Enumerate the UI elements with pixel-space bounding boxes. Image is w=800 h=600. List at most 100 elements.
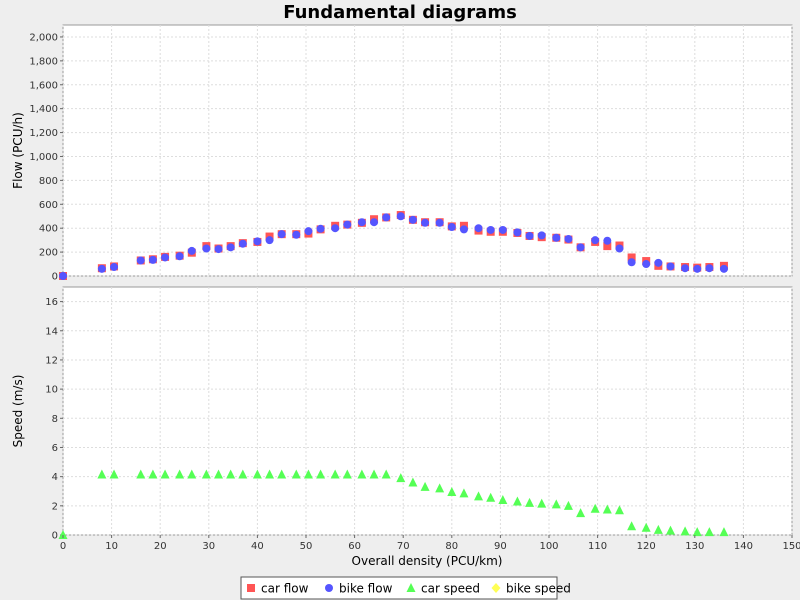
data-point: [486, 225, 495, 234]
y-tick-label: 200: [39, 248, 58, 259]
data-point: [175, 469, 185, 479]
x-tick-label: 130: [685, 541, 704, 552]
data-point: [369, 469, 379, 479]
data-point: [627, 521, 637, 531]
data-point: [614, 505, 624, 515]
data-point: [666, 525, 675, 535]
legend-label: bike flow: [339, 582, 393, 596]
speed-panel: 0 2 4 6 8 10 12 14 16 Speed (m/s): [11, 286, 793, 542]
y-tick-label: 16: [45, 297, 58, 308]
legend-box: [240, 576, 558, 600]
data-point: [316, 224, 325, 233]
data-point: [576, 508, 586, 518]
data-point: [590, 503, 600, 513]
data-point: [719, 264, 728, 273]
x-tick-label: 40: [251, 541, 264, 552]
data-point: [58, 530, 68, 539]
data-point: [291, 469, 301, 479]
data-point: [226, 469, 236, 479]
data-point: [59, 272, 67, 280]
data-point: [265, 236, 274, 245]
data-point: [202, 244, 211, 253]
data-point: [642, 260, 651, 269]
y-tick-label: 14: [45, 326, 58, 337]
x-tick-label: 120: [637, 541, 656, 552]
data-point: [342, 469, 352, 479]
data-point: [447, 222, 456, 231]
legend-item: car flow: [247, 582, 309, 596]
data-point: [551, 499, 561, 509]
data-point: [238, 239, 247, 248]
y-tick-label: 10: [45, 385, 58, 396]
data-point: [603, 242, 612, 251]
data-point: [420, 481, 430, 491]
x-tick-label: 80: [445, 541, 458, 552]
data-point: [591, 236, 600, 245]
speed-plot-area: [62, 286, 793, 536]
y-tick-label: 1,200: [29, 128, 58, 139]
car-speed-series: [58, 469, 729, 539]
data-point: [666, 262, 675, 271]
legend-marker: [406, 583, 416, 592]
data-point: [238, 469, 248, 479]
data-point: [576, 243, 585, 252]
x-tick-label: 10: [105, 541, 118, 552]
data-point: [277, 230, 286, 239]
data-point: [148, 469, 158, 479]
data-point: [331, 224, 340, 233]
x-axis-label: Overall density (PCU/km): [352, 554, 503, 568]
data-point: [459, 225, 468, 234]
data-point: [109, 469, 119, 479]
data-point: [563, 500, 573, 510]
data-point: [719, 527, 729, 537]
data-point: [214, 469, 224, 479]
legend-item: bike flow: [325, 582, 393, 596]
data-point: [136, 256, 145, 265]
data-point: [160, 469, 170, 479]
data-point: [343, 220, 352, 229]
data-point: [357, 218, 366, 227]
data-point: [603, 236, 612, 245]
data-point: [187, 246, 196, 255]
y-tick-label: 1,000: [29, 152, 58, 163]
data-point: [435, 483, 445, 493]
data-point: [175, 252, 184, 261]
data-point: [421, 218, 430, 227]
y-tick-label: 2,000: [29, 32, 58, 43]
data-point: [474, 224, 483, 233]
speed-y-axis-label: Speed (m/s): [11, 375, 25, 448]
data-point: [447, 486, 457, 496]
data-point: [292, 230, 301, 239]
data-point: [136, 469, 146, 479]
x-tick-label: 150: [782, 541, 800, 552]
x-tick-label: 70: [397, 541, 410, 552]
x-tick-label: 60: [348, 541, 361, 552]
data-point: [316, 469, 326, 479]
data-point: [408, 215, 417, 224]
y-tick-label: 1,400: [29, 104, 58, 115]
data-point: [512, 496, 522, 506]
data-point: [252, 469, 262, 479]
legend-label: car flow: [261, 582, 309, 596]
legend-marker: [325, 584, 333, 592]
data-point: [627, 258, 636, 267]
data-point: [615, 244, 624, 253]
y-tick-label: 800: [39, 176, 58, 187]
data-point: [265, 469, 275, 479]
data-point: [396, 473, 406, 483]
data-point: [681, 264, 690, 273]
data-point: [304, 227, 313, 236]
data-point: [602, 504, 612, 514]
flow-plot-area: [62, 24, 793, 277]
data-point: [396, 212, 405, 221]
chart-title: Fundamental diagrams: [283, 2, 517, 23]
data-point: [513, 228, 522, 237]
data-point: [653, 524, 663, 534]
x-tick-label: 0: [60, 541, 66, 552]
data-point: [552, 233, 561, 242]
data-point: [627, 253, 636, 262]
x-tick-label: 100: [539, 541, 558, 552]
y-tick-label: 6: [52, 443, 58, 454]
legend-label: car speed: [421, 582, 480, 596]
